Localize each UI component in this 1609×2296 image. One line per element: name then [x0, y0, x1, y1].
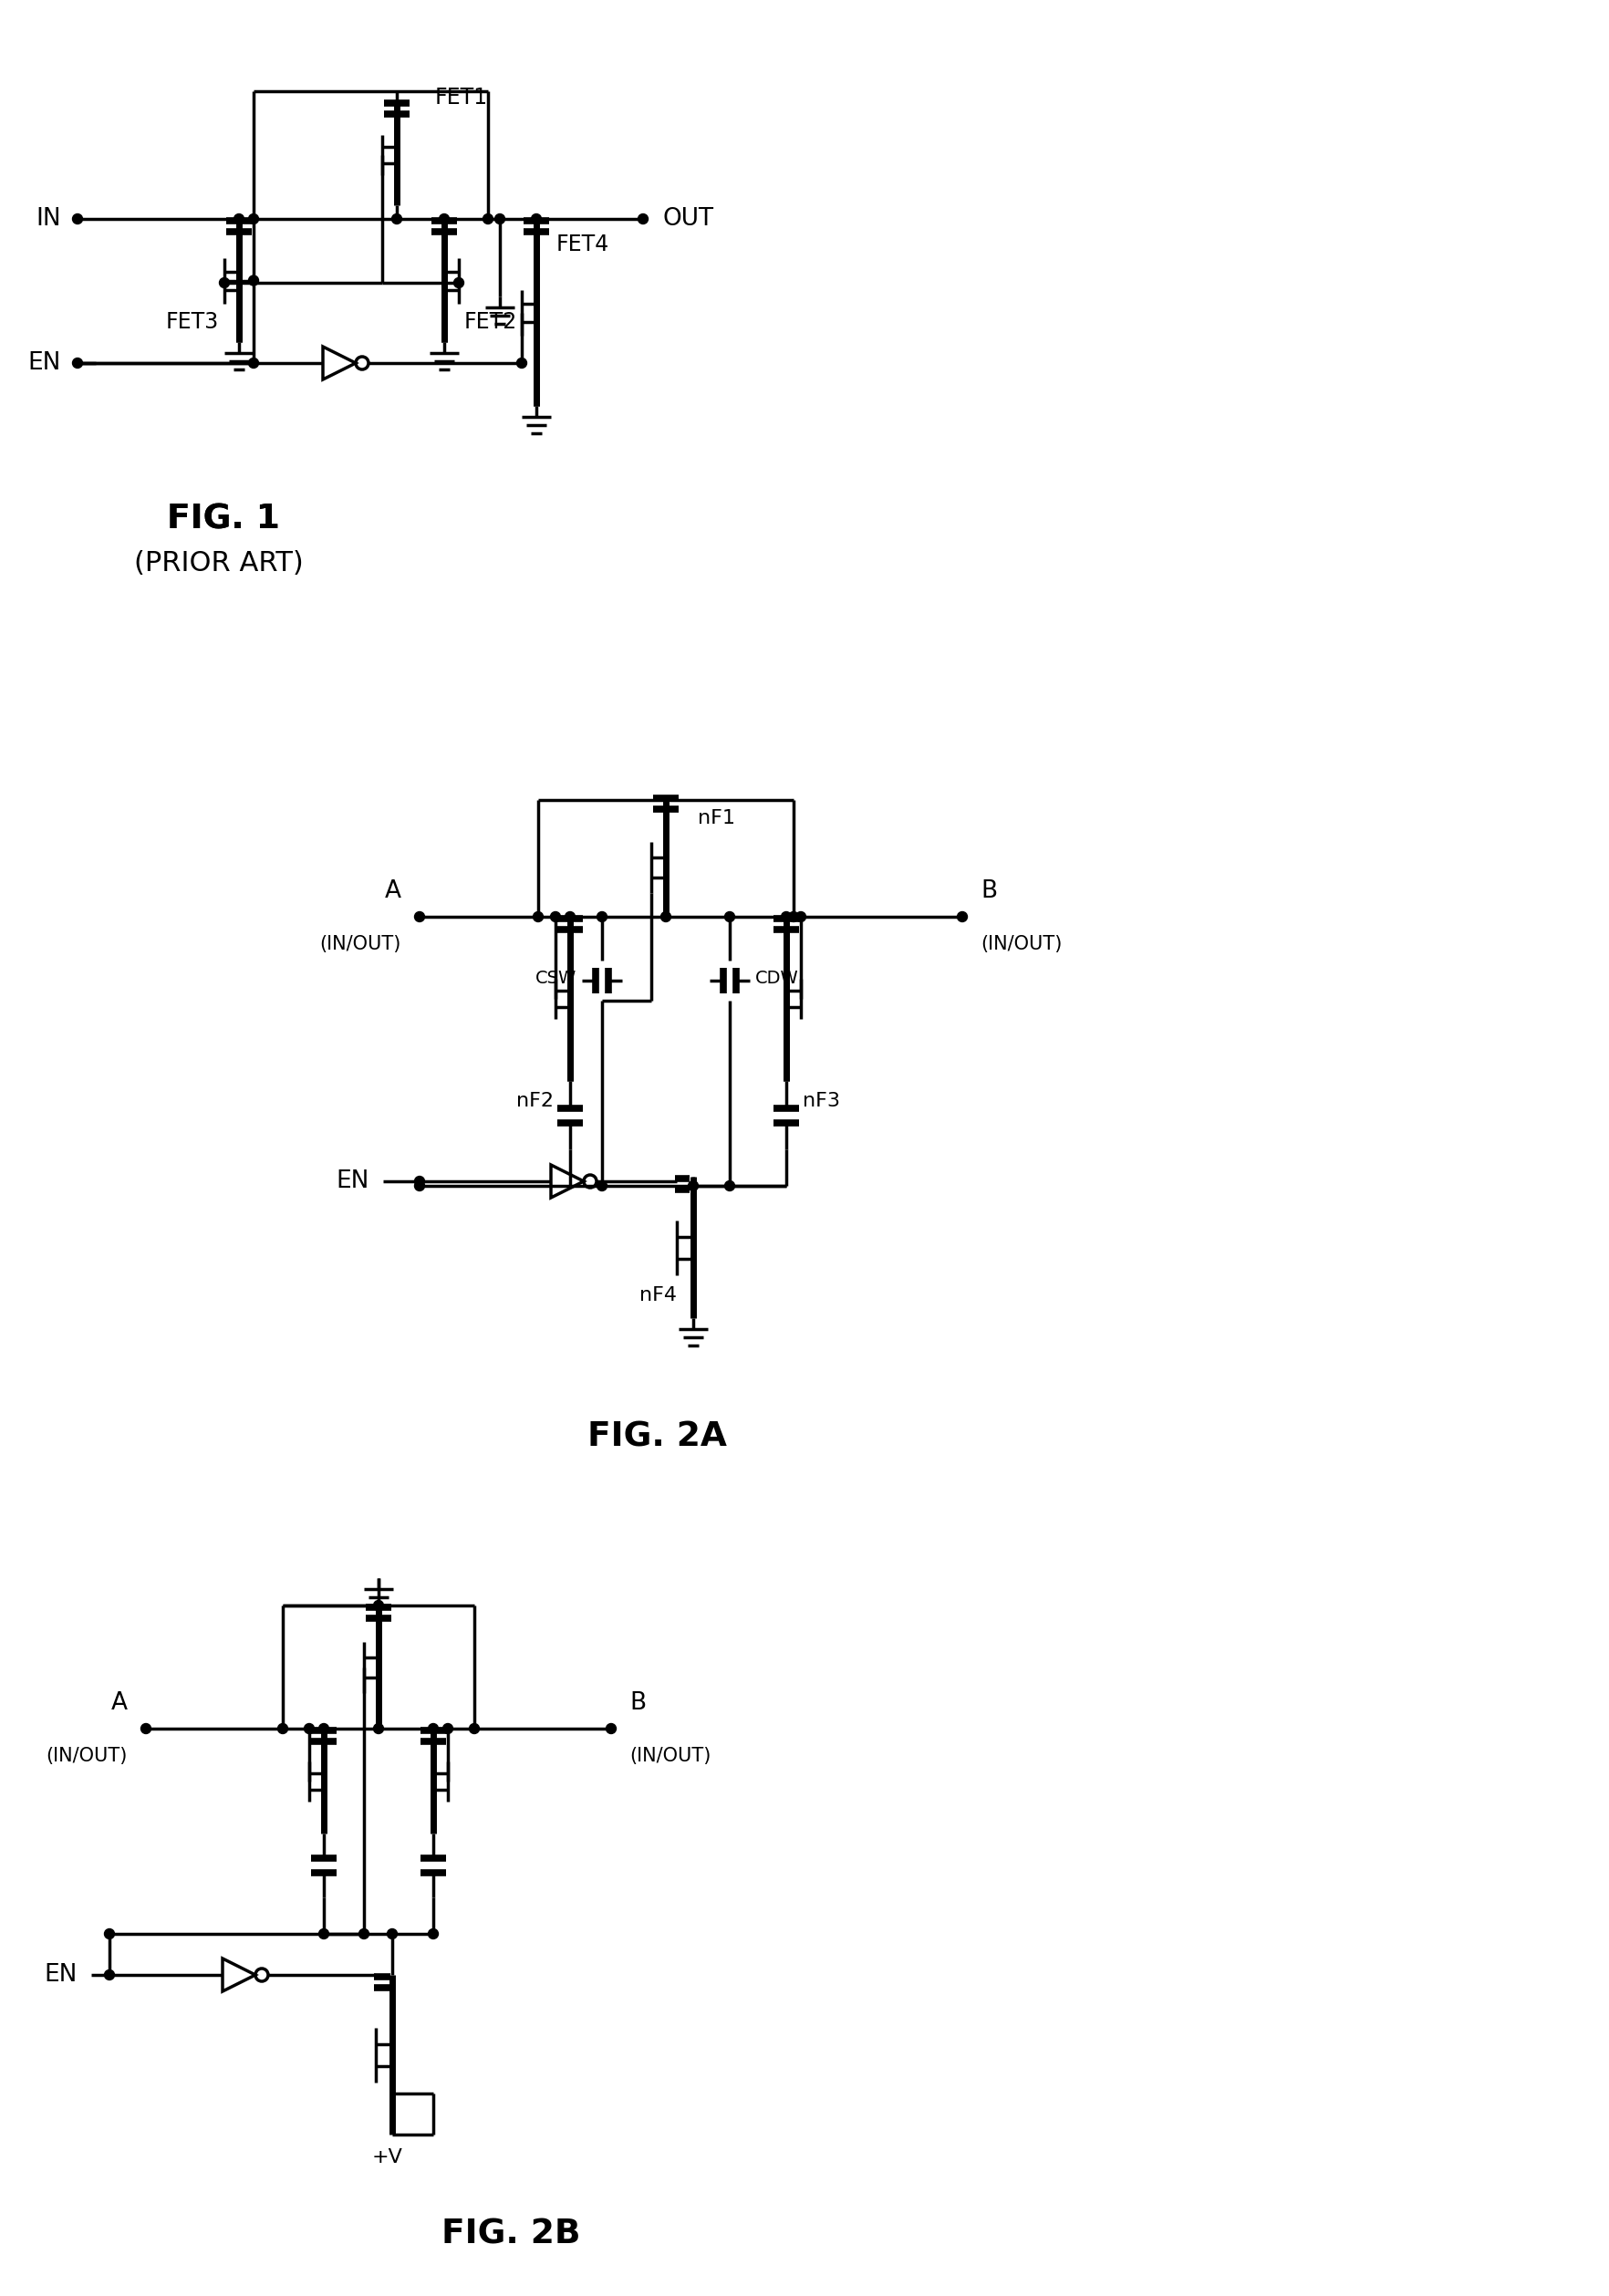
Circle shape	[359, 1929, 368, 1938]
Text: FET4: FET4	[557, 234, 610, 255]
Text: nF2: nF2	[516, 1093, 553, 1111]
Circle shape	[597, 912, 607, 921]
Text: CSW: CSW	[536, 971, 576, 987]
Circle shape	[319, 1929, 328, 1938]
Circle shape	[782, 912, 792, 921]
Circle shape	[233, 214, 245, 225]
Text: FIG. 2A: FIG. 2A	[587, 1421, 726, 1453]
Circle shape	[550, 912, 560, 921]
Circle shape	[415, 912, 425, 921]
Text: nF1: nF1	[698, 808, 735, 827]
Circle shape	[72, 214, 82, 225]
Circle shape	[442, 1724, 452, 1733]
Circle shape	[607, 1724, 616, 1733]
Text: EN: EN	[336, 1169, 370, 1194]
Text: FIG. 1: FIG. 1	[167, 503, 280, 537]
Circle shape	[248, 214, 259, 225]
Circle shape	[415, 1180, 425, 1192]
Circle shape	[415, 1176, 425, 1187]
Text: A: A	[111, 1692, 127, 1715]
Circle shape	[248, 276, 259, 285]
Circle shape	[661, 912, 671, 921]
Text: (IN/OUT): (IN/OUT)	[629, 1747, 711, 1766]
Circle shape	[533, 912, 544, 921]
Text: B: B	[629, 1692, 645, 1715]
Circle shape	[470, 1724, 479, 1733]
Text: nF4: nF4	[639, 1286, 677, 1304]
Text: FIG. 2B: FIG. 2B	[441, 2218, 581, 2252]
Circle shape	[724, 1180, 735, 1192]
Text: B: B	[980, 879, 998, 902]
Circle shape	[483, 214, 492, 225]
Circle shape	[788, 912, 798, 921]
Text: +V: +V	[372, 2149, 402, 2167]
Text: nF3: nF3	[803, 1093, 840, 1111]
Circle shape	[724, 912, 735, 921]
Circle shape	[278, 1724, 288, 1733]
Text: FET3: FET3	[166, 310, 219, 333]
Circle shape	[565, 912, 574, 921]
Circle shape	[72, 358, 82, 367]
Circle shape	[639, 214, 648, 225]
Text: A: A	[385, 879, 401, 902]
Circle shape	[142, 1724, 151, 1733]
Text: EN: EN	[45, 1963, 77, 1986]
Text: OUT: OUT	[663, 207, 714, 232]
Circle shape	[319, 1724, 328, 1733]
Circle shape	[248, 358, 259, 367]
Circle shape	[373, 1724, 383, 1733]
Circle shape	[439, 214, 449, 225]
Circle shape	[105, 1929, 114, 1938]
Circle shape	[796, 912, 806, 921]
Text: EN: EN	[27, 351, 61, 374]
Circle shape	[388, 1929, 397, 1938]
Circle shape	[219, 278, 230, 287]
Circle shape	[373, 1600, 383, 1609]
Text: FET2: FET2	[465, 310, 518, 333]
Text: IN: IN	[35, 207, 61, 232]
Circle shape	[454, 278, 463, 287]
Text: (IN/OUT): (IN/OUT)	[980, 934, 1062, 953]
Text: FIG. 1: FIG. 1	[167, 503, 280, 537]
Circle shape	[391, 214, 402, 225]
Circle shape	[531, 214, 541, 225]
Circle shape	[428, 1929, 438, 1938]
Circle shape	[516, 358, 526, 367]
Circle shape	[105, 1970, 114, 1979]
Circle shape	[304, 1724, 314, 1733]
Text: (IN/OUT): (IN/OUT)	[47, 1747, 127, 1766]
Circle shape	[428, 1724, 438, 1733]
Text: (PRIOR ART): (PRIOR ART)	[134, 551, 304, 576]
Circle shape	[496, 214, 505, 225]
Text: FET1: FET1	[434, 87, 488, 108]
Circle shape	[689, 1180, 698, 1192]
Circle shape	[957, 912, 967, 921]
Text: (IN/OUT): (IN/OUT)	[320, 934, 401, 953]
Text: CDW: CDW	[755, 971, 798, 987]
Circle shape	[597, 1180, 607, 1192]
